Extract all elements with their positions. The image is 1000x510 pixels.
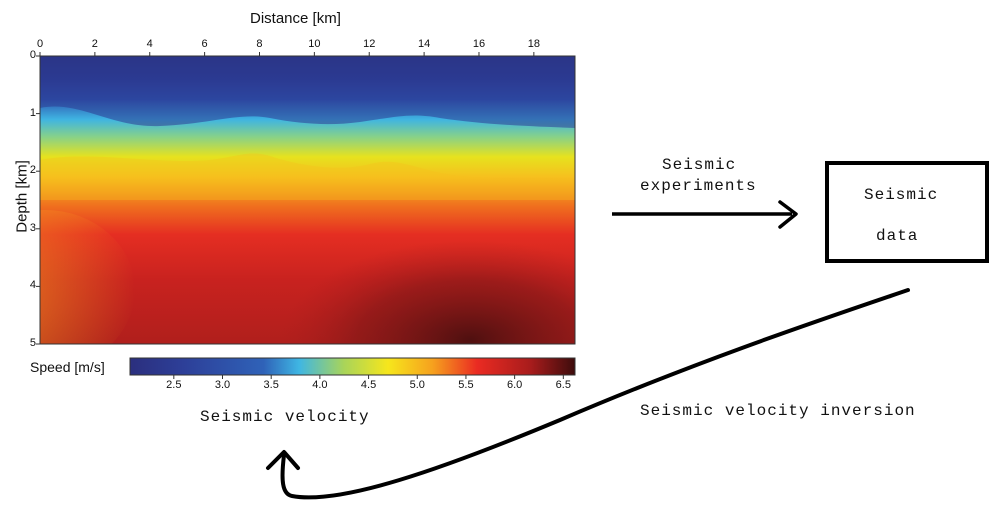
- data-box-label-line2: data: [876, 227, 919, 245]
- x-tick-label: 6: [201, 38, 208, 50]
- colorbar-ticks: [173, 375, 564, 379]
- colorbar-tick-label: 3.5: [263, 379, 279, 391]
- colorbar-label: Speed [m/s]: [30, 359, 105, 375]
- velocity-model-image: [40, 56, 575, 344]
- colorbar-tick-label: 2.5: [166, 379, 182, 391]
- inversion-arrow: [266, 288, 910, 500]
- arrow-to-data: [612, 200, 798, 229]
- seismic-velocity-label: Seismic velocity: [200, 408, 370, 426]
- y-tick-label: 0: [29, 49, 36, 61]
- x-axis: [39, 52, 535, 56]
- y-tick-label: 3: [29, 221, 36, 234]
- x-tick-label: 0: [36, 38, 44, 50]
- experiments-label-line2: experiments: [640, 177, 757, 195]
- colorbar-tick-label: 4.0: [312, 379, 328, 391]
- colorbar-tick-label: 6.0: [506, 379, 523, 391]
- x-tick-label: 14: [417, 38, 431, 50]
- x-tick-label: 8: [256, 38, 263, 50]
- colorbar-tick-label: 4.5: [360, 379, 377, 391]
- y-tick-label: 4: [29, 279, 36, 292]
- y-axis: [36, 55, 40, 345]
- seismic-data-box: [825, 161, 989, 263]
- y-tick-label: 5: [29, 337, 36, 349]
- x-tick-label: 18: [527, 38, 540, 50]
- x-tick-label: 12: [363, 38, 376, 50]
- x-tick-label: 10: [308, 38, 321, 50]
- x-tick-label: 2: [91, 38, 98, 50]
- x-tick-label: 4: [146, 38, 153, 50]
- experiments-label-line1: Seismic: [662, 156, 737, 174]
- x-tick-label: 16: [472, 38, 486, 50]
- data-box-label-line1: Seismic: [864, 186, 939, 204]
- inversion-label: Seismic velocity inversion: [640, 402, 916, 420]
- colorbar: [129, 357, 576, 376]
- colorbar-tick-label: 6.5: [555, 379, 571, 391]
- y-tick-label: 2: [29, 164, 36, 177]
- x-axis-title: Distance [km]: [250, 10, 341, 27]
- y-tick-label: 1: [29, 106, 36, 119]
- colorbar-tick-label: 5.0: [409, 379, 425, 391]
- plot-frame: [39, 55, 576, 345]
- colorbar-tick-label: 3.0: [214, 379, 231, 391]
- colorbar-tick-label: 5.5: [458, 379, 474, 391]
